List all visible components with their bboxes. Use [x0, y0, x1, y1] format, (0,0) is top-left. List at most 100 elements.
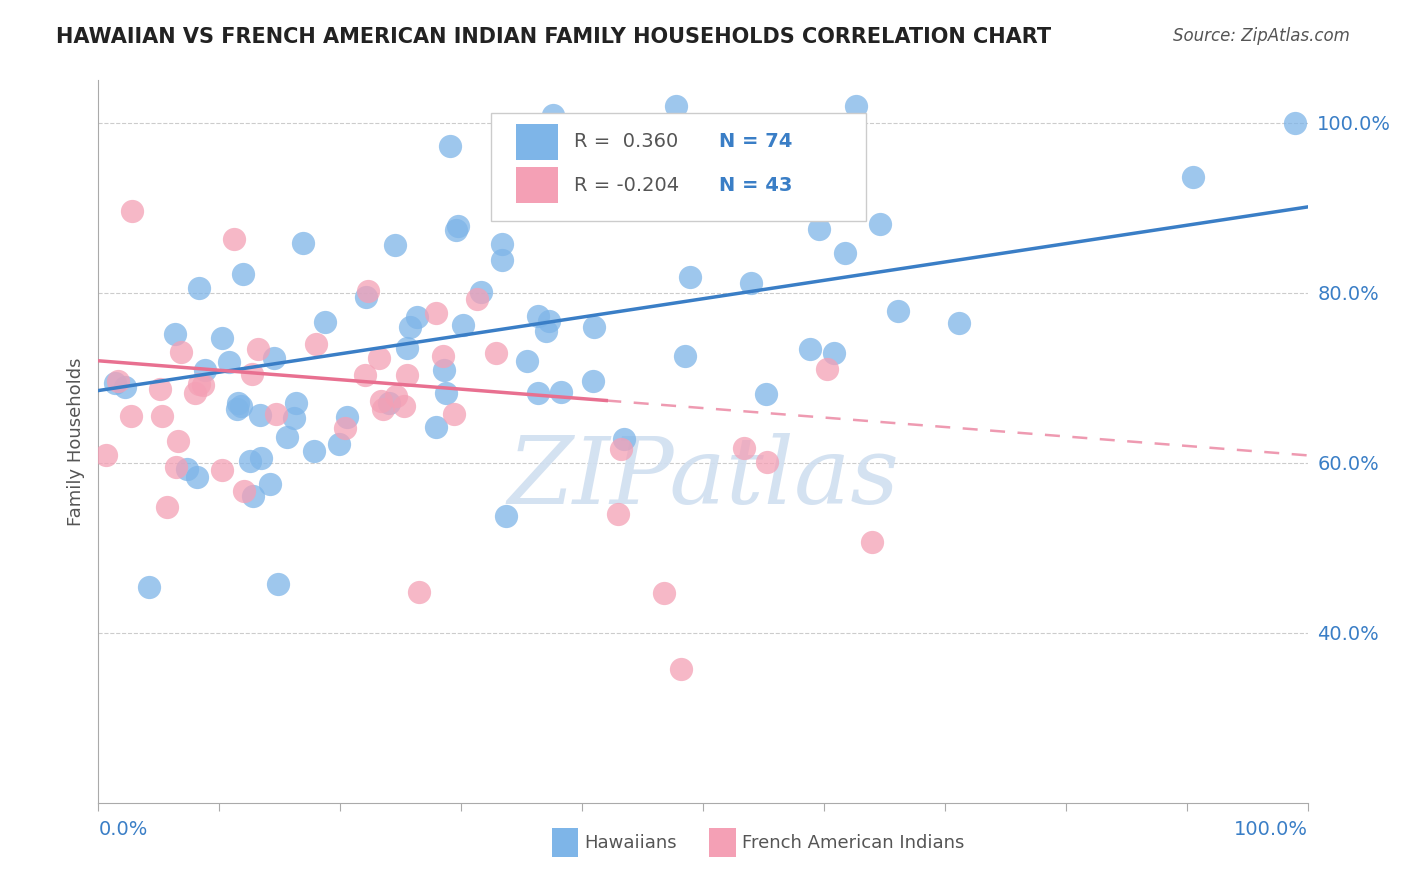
Point	[367, 351, 389, 366]
Point	[96, 448, 118, 462]
FancyBboxPatch shape	[492, 112, 866, 221]
Point	[740, 276, 762, 290]
Text: French American Indians: French American Indians	[742, 833, 965, 852]
Point	[104, 376, 127, 390]
Point	[887, 304, 910, 318]
Point	[434, 385, 457, 400]
Point	[823, 346, 845, 360]
Point	[186, 470, 208, 484]
Point	[138, 580, 160, 594]
Point	[242, 489, 264, 503]
Text: Source: ZipAtlas.com: Source: ZipAtlas.com	[1173, 27, 1350, 45]
Point	[658, 126, 681, 140]
FancyBboxPatch shape	[516, 124, 558, 160]
Point	[582, 374, 605, 388]
Point	[550, 384, 572, 399]
Point	[758, 126, 780, 140]
Point	[425, 419, 447, 434]
Point	[370, 394, 392, 409]
Point	[246, 343, 269, 357]
Text: R =  0.360: R = 0.360	[574, 132, 678, 152]
Point	[176, 461, 198, 475]
Point	[191, 378, 214, 392]
Point	[808, 222, 831, 236]
Text: HAWAIIAN VS FRENCH AMERICAN INDIAN FAMILY HOUSEHOLDS CORRELATION CHART: HAWAIIAN VS FRENCH AMERICAN INDIAN FAMIL…	[56, 27, 1052, 46]
Point	[443, 407, 465, 421]
Point	[869, 217, 891, 231]
Point	[302, 444, 325, 458]
Point	[948, 316, 970, 330]
Point	[354, 368, 377, 382]
Point	[673, 349, 696, 363]
Point	[276, 429, 298, 443]
Point	[425, 306, 447, 320]
Point	[733, 442, 755, 456]
Point	[860, 534, 883, 549]
Point	[194, 363, 217, 377]
Point	[183, 386, 205, 401]
Point	[384, 238, 406, 252]
Point	[149, 382, 172, 396]
FancyBboxPatch shape	[516, 167, 558, 203]
Point	[250, 451, 273, 466]
Point	[336, 410, 359, 425]
Point	[165, 326, 187, 341]
Point	[284, 396, 307, 410]
Text: Hawaiians: Hawaiians	[585, 833, 678, 852]
Y-axis label: Family Households: Family Households	[66, 358, 84, 525]
Point	[232, 267, 254, 281]
Point	[226, 402, 249, 417]
Point	[263, 351, 285, 365]
Text: 100.0%: 100.0%	[1233, 820, 1308, 838]
Point	[669, 662, 692, 676]
Point	[114, 380, 136, 394]
Point	[845, 99, 868, 113]
Point	[526, 385, 548, 400]
Point	[432, 349, 454, 363]
Point	[305, 337, 328, 351]
Point	[231, 399, 253, 413]
Point	[537, 314, 560, 328]
Point	[156, 500, 179, 514]
Point	[451, 318, 474, 332]
Point	[485, 346, 508, 360]
Point	[121, 203, 143, 218]
Point	[328, 437, 350, 451]
Text: 0.0%: 0.0%	[98, 820, 148, 838]
Point	[211, 463, 233, 477]
Point	[583, 320, 606, 334]
Point	[385, 389, 408, 403]
Point	[678, 270, 700, 285]
Text: N = 74: N = 74	[718, 132, 792, 152]
Point	[283, 411, 305, 425]
Point	[170, 345, 193, 359]
Point	[224, 232, 246, 246]
Point	[392, 400, 415, 414]
Point	[612, 432, 634, 446]
Text: R = -0.204: R = -0.204	[574, 176, 679, 194]
Point	[398, 320, 420, 334]
Point	[446, 219, 468, 233]
Point	[408, 584, 430, 599]
Text: ZIPatlas: ZIPatlas	[508, 433, 898, 523]
Point	[834, 245, 856, 260]
Point	[534, 324, 557, 338]
Point	[187, 281, 209, 295]
Point	[799, 343, 821, 357]
Point	[165, 460, 187, 475]
Point	[610, 442, 633, 456]
Point	[218, 355, 240, 369]
Point	[226, 396, 249, 410]
Point	[371, 402, 394, 417]
Point	[491, 252, 513, 267]
Point	[817, 362, 839, 376]
FancyBboxPatch shape	[551, 828, 578, 857]
Point	[259, 477, 281, 491]
Point	[433, 363, 456, 377]
Point	[357, 284, 380, 298]
Point	[188, 376, 211, 391]
Point	[107, 374, 129, 388]
Point	[292, 235, 315, 250]
Point	[1284, 116, 1306, 130]
Point	[396, 368, 419, 383]
